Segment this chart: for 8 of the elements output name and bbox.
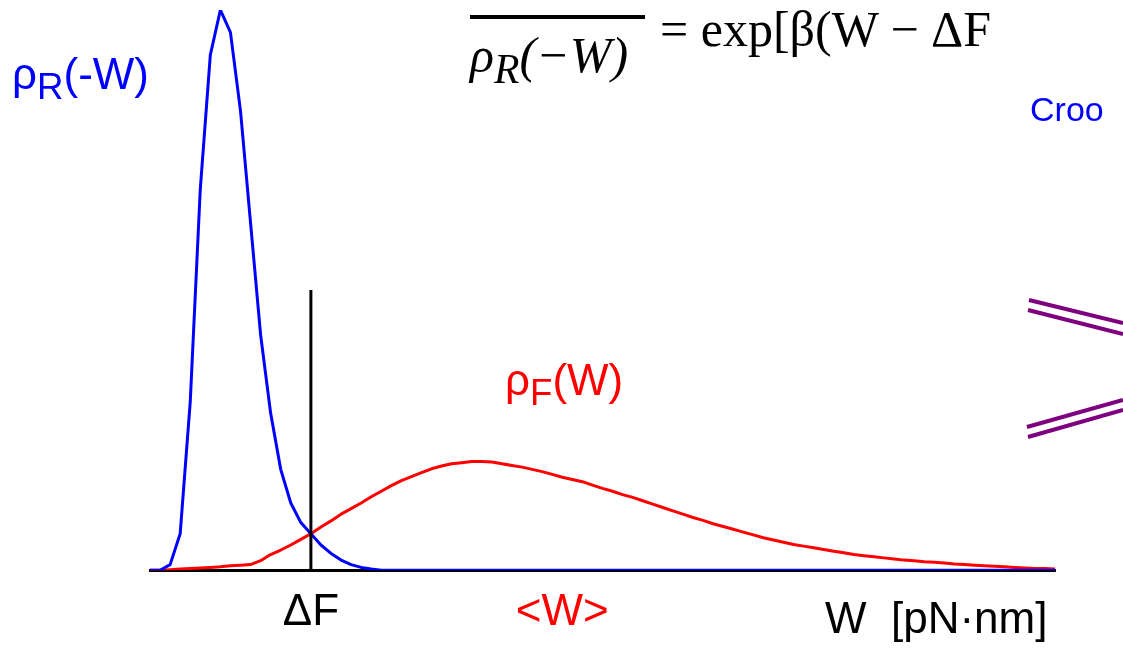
x-tick-label: <W> bbox=[515, 584, 609, 634]
series-label: ρ$_{F}$(W) bbox=[505, 355, 624, 413]
series-label: ρ$_{R}$(-W) bbox=[12, 49, 150, 107]
x-tick-label: ΔF bbox=[282, 584, 340, 634]
annotation: = exp[β(W − ΔF bbox=[660, 1, 992, 57]
annotation: Croo bbox=[1030, 90, 1104, 128]
annotation: ρ$_{R}$(−W) bbox=[470, 27, 629, 92]
x-axis-title: W [pN·nm] bbox=[825, 593, 1048, 642]
